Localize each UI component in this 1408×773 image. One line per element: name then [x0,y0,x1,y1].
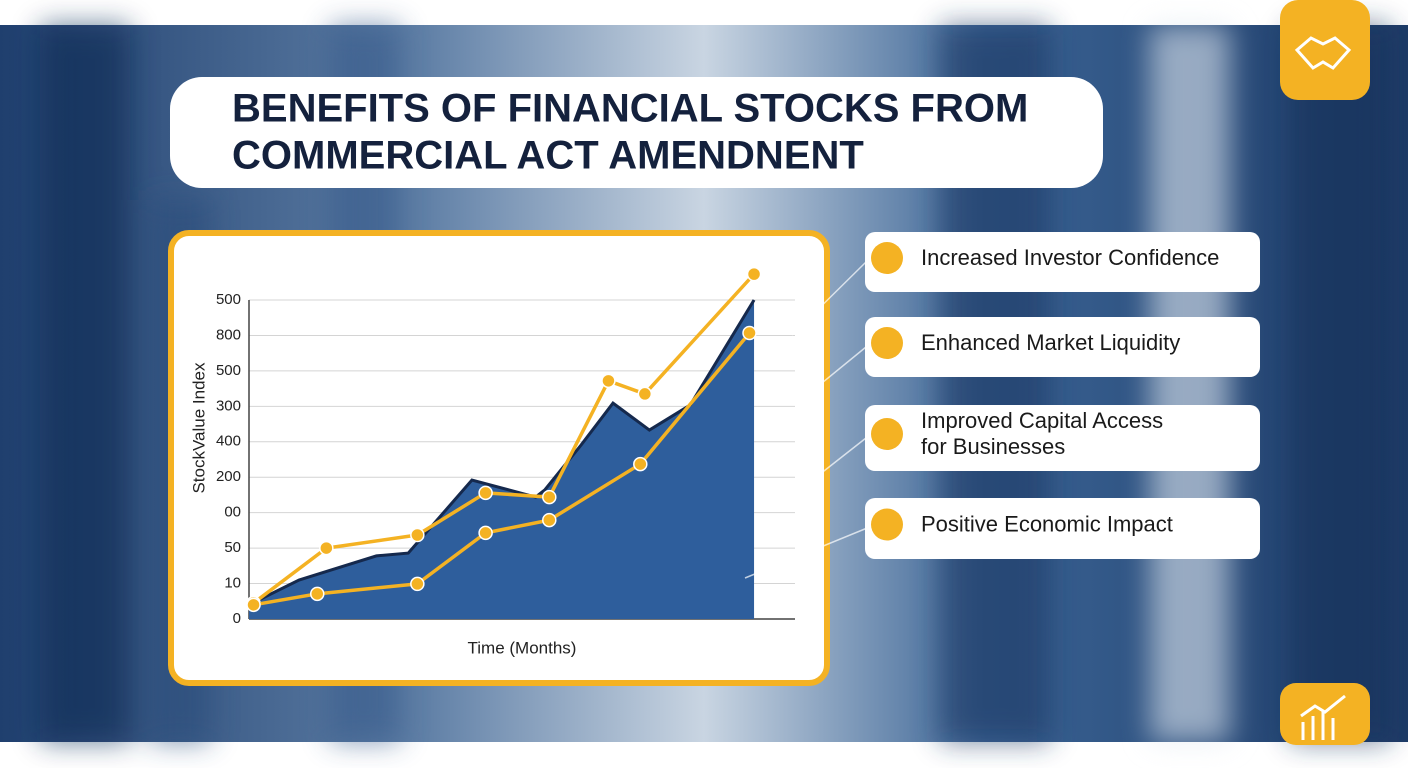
point [478,485,493,501]
x-axis-label: Time (Months) [468,638,577,657]
benefit-dot [871,242,903,274]
title-line: BENEFITS OF FINANCIAL STOCKS FROM [232,87,1028,131]
point [410,576,425,592]
y-tick-label: 400 [216,433,241,450]
connector [794,346,867,406]
benefit-card [865,232,1260,292]
y-tick-label: 00 [224,504,241,521]
point [310,586,325,602]
point [246,597,261,613]
point [542,489,557,505]
point [542,512,557,528]
y-tick-label: 10 [224,575,241,592]
benefit-card [865,498,1260,559]
point [319,540,334,556]
y-tick-label: 50 [224,539,241,556]
connector [744,527,867,579]
benefit-text: Positive Economic Impact [921,511,1173,536]
title-line: COMMERCIAL ACT AMENDNENT [232,134,864,178]
y-axis-label: StockValue Index [189,362,208,494]
point [742,325,757,341]
y-tick-label: 500 [216,291,241,308]
point [601,373,616,389]
chart: 0 10 50 00 200 400 300 500 800 500 [216,266,795,627]
y-tick-label: 800 [216,326,241,343]
benefit-dot [871,418,903,450]
handshake-glyph [1294,36,1352,70]
handshake-icon [1280,0,1370,100]
benefit-text: for Businesses [921,434,1065,459]
growth-glyph [1300,694,1346,740]
point [410,527,425,543]
y-tick-label: 300 [216,397,241,414]
y-tick-label: 0 [233,610,241,627]
benefit-dot [871,327,903,359]
benefit-text: Enhanced Market Liquidity [921,330,1180,355]
benefit-text: Improved Capital Access [921,408,1163,433]
benefit-dot [871,508,903,541]
point [633,456,648,472]
growth-icon [1280,683,1370,745]
point [637,386,653,402]
area [249,300,755,619]
point [478,525,493,541]
benefit-card [865,405,1260,471]
connector [786,437,867,501]
title-pill [170,77,1103,188]
point [746,266,762,282]
connector [791,261,867,336]
y-tick-label: 200 [216,468,241,485]
benefit-card [865,317,1260,377]
benefits-list: Increased Investor Confidence Enhanced Ma… [744,232,1260,579]
benefit-text: Increased Investor Confidence [921,245,1219,270]
y-tick-label: 500 [216,362,241,379]
